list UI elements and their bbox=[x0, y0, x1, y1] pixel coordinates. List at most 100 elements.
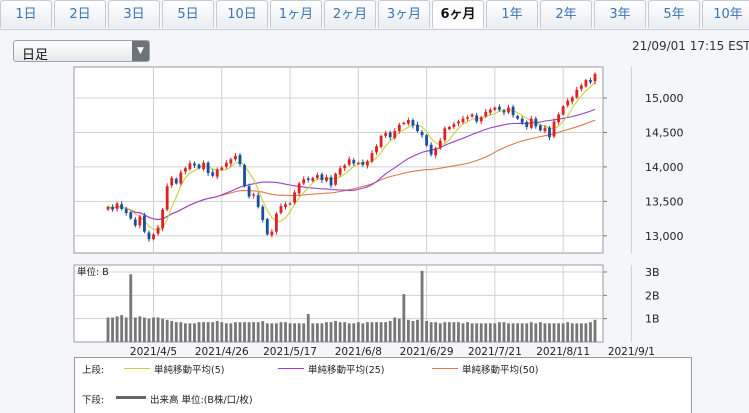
volume-bar-30 bbox=[243, 322, 246, 342]
candle-body-77 bbox=[457, 121, 460, 124]
volume-bar-54 bbox=[352, 323, 356, 342]
candle-body-101 bbox=[566, 100, 570, 106]
chevron-down-icon[interactable]: ▼ bbox=[132, 41, 149, 61]
tab-4[interactable]: 10日 bbox=[216, 0, 268, 28]
tab-12[interactable]: 5年 bbox=[648, 0, 700, 28]
candle-body-1 bbox=[111, 206, 114, 210]
candle-body-56 bbox=[361, 161, 365, 165]
candle-body-15 bbox=[174, 178, 178, 184]
volume-bar-13 bbox=[165, 319, 169, 342]
volume-bar-55 bbox=[356, 322, 360, 342]
candle-body-52 bbox=[343, 165, 347, 169]
tab-0[interactable]: 1日 bbox=[0, 0, 52, 28]
candle-body-43 bbox=[302, 179, 306, 184]
candle-body-22 bbox=[206, 162, 210, 174]
tab-2[interactable]: 3日 bbox=[108, 0, 160, 28]
tab-divider bbox=[0, 29, 749, 30]
candle-body-0 bbox=[106, 206, 110, 210]
tab-10[interactable]: 2年 bbox=[540, 0, 592, 28]
candle-body-97 bbox=[548, 127, 551, 138]
candle-body-2 bbox=[115, 203, 119, 209]
tab-7[interactable]: 3ヶ月 bbox=[378, 0, 430, 28]
volume-bar-59 bbox=[375, 322, 378, 342]
price-tick-label-3: 14,500 bbox=[645, 126, 684, 139]
volume-bar-7 bbox=[138, 316, 142, 342]
candle-body-21 bbox=[202, 162, 205, 170]
legend-swatch-ma5 bbox=[124, 368, 150, 369]
volume-bar-79 bbox=[466, 322, 469, 342]
volume-bar-50 bbox=[334, 321, 337, 342]
candle-body-36 bbox=[270, 231, 274, 236]
candle-body-65 bbox=[402, 122, 406, 125]
date-tick-label-6: 2021/8/11 bbox=[536, 346, 590, 357]
candle-body-18 bbox=[188, 163, 192, 170]
volume-bar-10 bbox=[152, 317, 155, 342]
volume-bar-22 bbox=[206, 322, 210, 342]
tab-6[interactable]: 2ヶ月 bbox=[324, 0, 376, 28]
tab-1[interactable]: 2日 bbox=[54, 0, 106, 28]
volume-bar-11 bbox=[156, 317, 160, 342]
price-tick-label-0: 13,000 bbox=[645, 230, 684, 243]
volume-bar-91 bbox=[520, 323, 524, 342]
date-tick-label-2: 2021/5/17 bbox=[263, 346, 317, 357]
candle-body-105 bbox=[584, 80, 588, 87]
candle-body-7 bbox=[138, 216, 142, 226]
candle-body-29 bbox=[238, 155, 242, 165]
volume-bar-43 bbox=[302, 323, 306, 342]
candle-body-12 bbox=[161, 209, 165, 229]
volume-bar-86 bbox=[498, 322, 501, 342]
price-volume-chart: 2021/4/5 2021/4/26 2021/5/17 2021/6/8 2021/6… bbox=[73, 66, 684, 357]
series-ma25-line bbox=[107, 108, 596, 221]
tab-5[interactable]: 1ヶ月 bbox=[270, 0, 322, 28]
candle-body-34 bbox=[261, 206, 265, 220]
volume-bar-32 bbox=[252, 322, 256, 342]
tab-13[interactable]: 10年 bbox=[702, 0, 749, 28]
volume-bar-12 bbox=[161, 318, 165, 342]
candle-body-38 bbox=[279, 206, 283, 213]
volume-bar-36 bbox=[270, 323, 274, 342]
volume-bar-3 bbox=[120, 315, 124, 342]
volume-bar-63 bbox=[393, 317, 397, 342]
candle-body-26 bbox=[224, 162, 228, 167]
volume-bar-101 bbox=[566, 322, 570, 342]
volume-bar-53 bbox=[347, 323, 351, 342]
tab-9[interactable]: 1年 bbox=[486, 0, 538, 28]
candle-body-50 bbox=[334, 173, 337, 185]
legend-swatch-ma25 bbox=[278, 368, 304, 369]
volume-bar-31 bbox=[247, 322, 251, 342]
price-tick-label-4: 15,000 bbox=[645, 92, 684, 105]
candle-body-40 bbox=[288, 203, 292, 205]
candle-body-89 bbox=[511, 106, 515, 116]
volume-bar-17 bbox=[183, 323, 187, 342]
candle-body-91 bbox=[520, 118, 524, 123]
candle-body-78 bbox=[461, 118, 465, 123]
tab-3[interactable]: 5日 bbox=[162, 0, 214, 28]
volume-bar-64 bbox=[397, 318, 401, 342]
volume-bar-66 bbox=[406, 319, 410, 342]
volume-bar-74 bbox=[443, 322, 447, 342]
interval-select[interactable]: 日足 ▼ bbox=[13, 40, 150, 63]
volume-bar-106 bbox=[589, 322, 592, 342]
volume-bar-71 bbox=[429, 322, 433, 342]
candle-body-25 bbox=[220, 167, 224, 170]
volume-bar-94 bbox=[534, 323, 538, 342]
candle-body-75 bbox=[447, 126, 451, 130]
date-tick-label-0: 2021/4/5 bbox=[130, 346, 177, 357]
volume-bar-60 bbox=[379, 322, 383, 342]
volume-bar-82 bbox=[479, 323, 483, 342]
candle-body-41 bbox=[293, 192, 297, 203]
candle-body-30 bbox=[243, 164, 246, 187]
legend: 上段: 単純移動平均(5) 単純移動平均(25) 単純移動平均(50) 下段: … bbox=[74, 357, 692, 413]
volume-bar-2 bbox=[115, 316, 119, 342]
volume-bar-39 bbox=[284, 322, 287, 342]
volume-bar-8 bbox=[143, 317, 146, 342]
candle-body-14 bbox=[170, 177, 174, 186]
tab-11[interactable]: 3年 bbox=[594, 0, 646, 28]
candle-body-6 bbox=[133, 219, 137, 226]
volume-bar-87 bbox=[502, 322, 506, 342]
tab-8[interactable]: 6ヶ月 bbox=[432, 0, 484, 28]
candle-body-37 bbox=[274, 213, 278, 232]
candle-body-27 bbox=[229, 159, 233, 164]
candle-body-60 bbox=[379, 135, 383, 148]
candle-body-46 bbox=[315, 175, 319, 178]
